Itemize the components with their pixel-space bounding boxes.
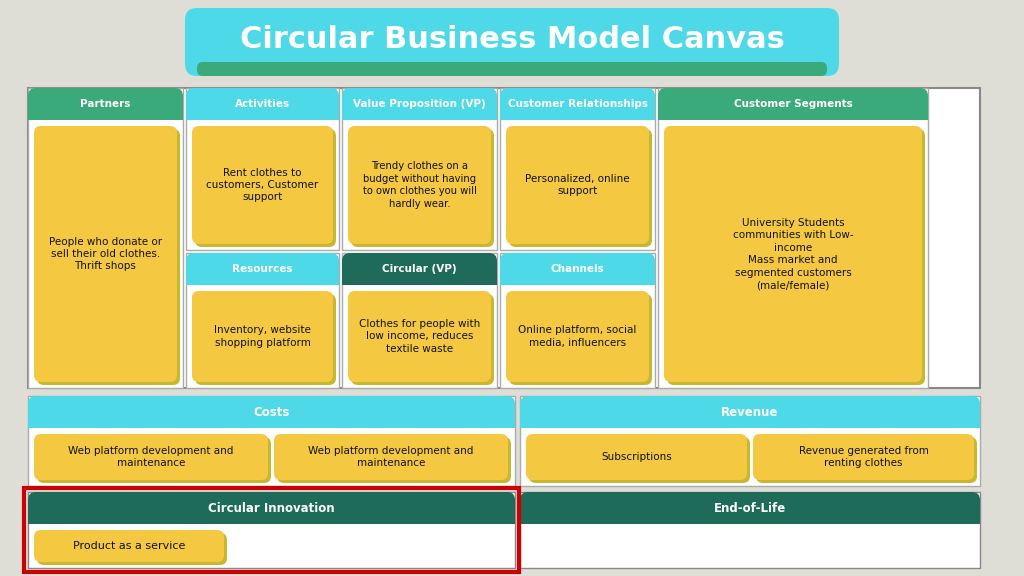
- Text: Subscriptions: Subscriptions: [601, 452, 672, 462]
- Text: Web platform development and
maintenance: Web platform development and maintenance: [308, 446, 474, 468]
- Bar: [520, 412, 980, 428]
- FancyBboxPatch shape: [186, 253, 339, 285]
- Bar: [520, 508, 980, 524]
- Bar: [186, 88, 339, 250]
- FancyBboxPatch shape: [197, 62, 827, 76]
- FancyBboxPatch shape: [520, 396, 980, 428]
- FancyBboxPatch shape: [351, 129, 494, 247]
- FancyBboxPatch shape: [185, 8, 839, 76]
- Bar: [520, 492, 980, 568]
- Text: Product as a service: Product as a service: [73, 541, 185, 551]
- Bar: [186, 253, 339, 388]
- FancyBboxPatch shape: [520, 492, 980, 524]
- FancyBboxPatch shape: [37, 533, 227, 565]
- Text: Partners: Partners: [80, 99, 131, 109]
- FancyBboxPatch shape: [664, 126, 922, 382]
- Bar: [28, 492, 515, 568]
- FancyBboxPatch shape: [195, 129, 336, 247]
- Bar: [28, 412, 515, 428]
- Text: Customer Segments: Customer Segments: [733, 99, 852, 109]
- FancyBboxPatch shape: [529, 437, 750, 483]
- FancyBboxPatch shape: [28, 88, 183, 120]
- FancyBboxPatch shape: [753, 434, 974, 480]
- FancyBboxPatch shape: [509, 129, 652, 247]
- FancyBboxPatch shape: [500, 88, 655, 120]
- Bar: [500, 269, 655, 285]
- Bar: [500, 104, 655, 120]
- Bar: [342, 88, 497, 250]
- Text: Trendy clothes on a
budget without having
to own clothes you will
hardly wear.: Trendy clothes on a budget without havin…: [362, 161, 476, 209]
- FancyBboxPatch shape: [28, 396, 515, 428]
- Bar: [28, 88, 183, 388]
- Bar: [28, 396, 515, 486]
- FancyBboxPatch shape: [658, 88, 928, 120]
- FancyBboxPatch shape: [37, 129, 180, 385]
- Bar: [28, 508, 515, 524]
- Bar: [500, 88, 655, 250]
- FancyBboxPatch shape: [342, 88, 497, 120]
- Text: Value Proposition (VP): Value Proposition (VP): [353, 99, 485, 109]
- Text: Rent clothes to
customers, Customer
support: Rent clothes to customers, Customer supp…: [207, 168, 318, 202]
- FancyBboxPatch shape: [193, 126, 333, 244]
- Bar: [500, 253, 655, 388]
- FancyBboxPatch shape: [348, 126, 490, 244]
- FancyBboxPatch shape: [37, 437, 271, 483]
- Bar: [186, 269, 339, 285]
- Text: Web platform development and
maintenance: Web platform development and maintenance: [69, 446, 233, 468]
- FancyBboxPatch shape: [506, 126, 649, 244]
- Bar: [658, 104, 928, 120]
- Bar: [520, 396, 980, 486]
- FancyBboxPatch shape: [500, 253, 655, 285]
- FancyBboxPatch shape: [506, 291, 649, 382]
- Bar: [342, 253, 497, 388]
- FancyBboxPatch shape: [274, 434, 508, 480]
- Bar: [186, 104, 339, 120]
- Bar: [28, 88, 980, 388]
- FancyBboxPatch shape: [34, 530, 224, 562]
- FancyBboxPatch shape: [193, 291, 333, 382]
- FancyBboxPatch shape: [278, 437, 511, 483]
- FancyBboxPatch shape: [351, 294, 494, 385]
- Text: People who donate or
sell their old clothes.
Thrift shops: People who donate or sell their old clot…: [49, 237, 162, 271]
- Text: Inventory, website
shopping platform: Inventory, website shopping platform: [214, 325, 311, 348]
- Bar: [28, 104, 183, 120]
- FancyBboxPatch shape: [34, 126, 177, 382]
- Text: University Students
communities with Low-
income
Mass market and
segmented custo: University Students communities with Low…: [733, 218, 853, 290]
- Text: Customer Relationships: Customer Relationships: [508, 99, 647, 109]
- Text: End-of-Life: End-of-Life: [714, 502, 786, 514]
- Bar: [342, 269, 497, 285]
- Text: Activities: Activities: [234, 99, 290, 109]
- FancyBboxPatch shape: [195, 294, 336, 385]
- Text: Online platform, social
media, influencers: Online platform, social media, influence…: [518, 325, 637, 348]
- FancyBboxPatch shape: [348, 291, 490, 382]
- Text: Costs: Costs: [253, 406, 290, 419]
- Text: Circular Business Model Canvas: Circular Business Model Canvas: [240, 25, 784, 55]
- FancyBboxPatch shape: [667, 129, 925, 385]
- Bar: [24, 488, 519, 572]
- Text: Resources: Resources: [232, 264, 293, 274]
- FancyBboxPatch shape: [756, 437, 977, 483]
- FancyBboxPatch shape: [342, 253, 497, 285]
- FancyBboxPatch shape: [509, 294, 652, 385]
- Text: Circular (VP): Circular (VP): [382, 264, 457, 274]
- Text: Revenue: Revenue: [721, 406, 778, 419]
- FancyBboxPatch shape: [34, 434, 268, 480]
- FancyBboxPatch shape: [526, 434, 746, 480]
- Text: Channels: Channels: [551, 264, 604, 274]
- Bar: [342, 104, 497, 120]
- FancyBboxPatch shape: [186, 88, 339, 120]
- FancyBboxPatch shape: [28, 492, 515, 524]
- Bar: [658, 88, 928, 388]
- Text: Revenue generated from
renting clothes: Revenue generated from renting clothes: [799, 446, 929, 468]
- Text: Circular Innovation: Circular Innovation: [208, 502, 335, 514]
- Text: Personalized, online
support: Personalized, online support: [525, 174, 630, 196]
- Text: Clothes for people with
low income, reduces
textile waste: Clothes for people with low income, redu…: [358, 319, 480, 354]
